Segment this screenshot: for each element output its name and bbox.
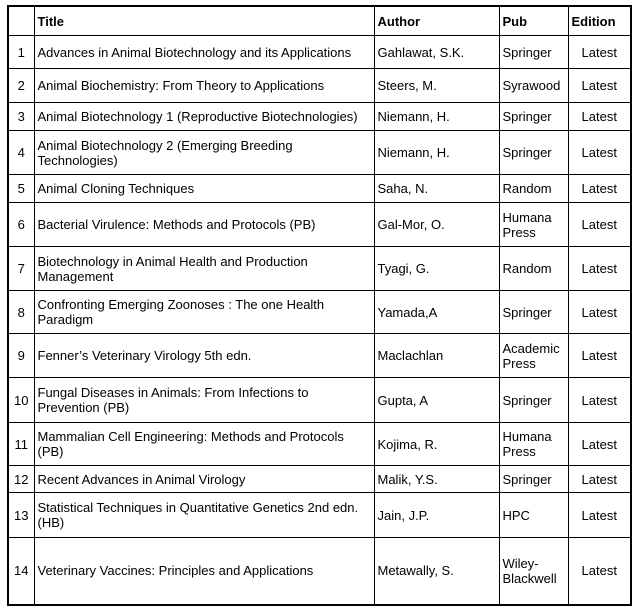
cell-pub: Humana Press (498, 422, 569, 466)
cell-pub: Wiley-Blackwell (498, 537, 569, 605)
cell-num: 9 (7, 333, 35, 378)
cell-author: Jain, J.P. (373, 492, 500, 538)
cell-title: Recent Advances in Animal Virology (33, 465, 375, 493)
cell-num: 5 (7, 174, 35, 203)
table-row: 6 Bacterial Virulence: Methods and Protoc… (7, 202, 632, 247)
cell-author: Kojima, R. (373, 422, 500, 466)
header-cell-author: Author (373, 5, 500, 36)
table-row: 12 Recent Advances in Animal Virology Mali… (7, 465, 632, 493)
cell-num: 7 (7, 246, 35, 291)
cell-num: 2 (7, 68, 35, 103)
table-row: 10 Fungal Diseases in Animals: From Infec… (7, 377, 632, 423)
cell-title: Statistical Techniques in Quantitative G… (33, 492, 375, 538)
cell-edition: Latest (567, 492, 632, 538)
cell-edition: Latest (567, 202, 632, 247)
cell-title: Confronting Emerging Zoonoses : The one … (33, 290, 375, 334)
cell-pub: Academic Press (498, 333, 569, 378)
cell-pub: Springer (498, 102, 569, 131)
cell-pub: Springer (498, 130, 569, 175)
cell-num: 8 (7, 290, 35, 334)
cell-title: Animal Biotechnology 1 (Reproductive Bio… (33, 102, 375, 131)
header-cell-title: Title (33, 5, 375, 36)
cell-title: Bacterial Virulence: Methods and Protoco… (33, 202, 375, 247)
table-row: 3 Animal Biotechnology 1 (Reproductive Bi… (7, 102, 632, 131)
cell-author: Niemann, H. (373, 130, 500, 175)
cell-author: Saha, N. (373, 174, 500, 203)
cell-pub: HPC (498, 492, 569, 538)
table-row: 9 Fenner’s Veterinary Virology 5th edn. Ma… (7, 333, 632, 378)
cell-pub: Random (498, 246, 569, 291)
cell-title: Fenner’s Veterinary Virology 5th edn. (33, 333, 375, 378)
header-cell-edition: Edition (567, 5, 632, 36)
cell-num: 13 (7, 492, 35, 538)
cell-edition: Latest (567, 35, 632, 69)
table-row: 1 Advances in Animal Biotechnology and it… (7, 35, 632, 69)
cell-title: Veterinary Vaccines: Principles and Appl… (33, 537, 375, 605)
cell-edition: Latest (567, 377, 632, 423)
cell-pub: Springer (498, 290, 569, 334)
cell-author: Gahlawat, S.K. (373, 35, 500, 69)
cell-title: Advances in Animal Biotechnology and its… (33, 35, 375, 69)
cell-title: Animal Biotechnology 2 (Emerging Breedin… (33, 130, 375, 175)
table-body: 1 Advances in Animal Biotechnology and it… (7, 35, 632, 605)
cell-pub: Humana Press (498, 202, 569, 247)
table-row: 13 Statistical Techniques in Quantitative… (7, 492, 632, 538)
cell-author: Malik, Y.S. (373, 465, 500, 493)
cell-edition: Latest (567, 246, 632, 291)
cell-num: 3 (7, 102, 35, 131)
cell-pub: Syrawood (498, 68, 569, 103)
table-row: 8 Confronting Emerging Zoonoses : The one… (7, 290, 632, 334)
cell-edition: Latest (567, 422, 632, 466)
table-row: 5 Animal Cloning Techniques Saha, N. Random… (7, 174, 632, 203)
cell-num: 11 (7, 422, 35, 466)
cell-num: 14 (7, 537, 35, 605)
cell-edition: Latest (567, 174, 632, 203)
header-cell-pub: Pub (498, 5, 569, 36)
cell-edition: Latest (567, 537, 632, 605)
table-row: 11 Mammalian Cell Engineering: Methods an… (7, 422, 632, 466)
cell-num: 4 (7, 130, 35, 175)
cell-num: 1 (7, 35, 35, 69)
cell-author: Gupta, A (373, 377, 500, 423)
table-row: 4 Animal Biotechnology 2 (Emerging Breedi… (7, 130, 632, 175)
cell-edition: Latest (567, 102, 632, 131)
table-row: 14 Veterinary Vaccines: Principles and Ap… (7, 537, 632, 605)
cell-author: Tyagi, G. (373, 246, 500, 291)
cell-num: 6 (7, 202, 35, 247)
cell-num: 12 (7, 465, 35, 493)
cell-edition: Latest (567, 290, 632, 334)
table-row: 2 Animal Biochemistry: From Theory to App… (7, 68, 632, 103)
cell-pub: Springer (498, 35, 569, 69)
cell-title: Mammalian Cell Engineering: Methods and … (33, 422, 375, 466)
cell-pub: Springer (498, 377, 569, 423)
cell-author: Niemann, H. (373, 102, 500, 131)
cell-title: Fungal Diseases in Animals: From Infecti… (33, 377, 375, 423)
table-header: Title Author Pub Edition (7, 5, 632, 36)
cell-pub: Springer (498, 465, 569, 493)
cell-author: Gal-Mor, O. (373, 202, 500, 247)
cell-pub: Random (498, 174, 569, 203)
cell-edition: Latest (567, 333, 632, 378)
cell-num: 10 (7, 377, 35, 423)
cell-author: Metawally, S. (373, 537, 500, 605)
books-table: Title Author Pub Edition 1 Advances in An… (7, 5, 632, 606)
cell-title: Animal Biochemistry: From Theory to Appl… (33, 68, 375, 103)
cell-edition: Latest (567, 130, 632, 175)
cell-title: Biotechnology in Animal Health and Produ… (33, 246, 375, 291)
header-row: Title Author Pub Edition (7, 5, 632, 36)
cell-edition: Latest (567, 68, 632, 103)
cell-author: Steers, M. (373, 68, 500, 103)
header-cell-num (7, 5, 35, 36)
cell-edition: Latest (567, 465, 632, 493)
table-row: 7 Biotechnology in Animal Health and Prod… (7, 246, 632, 291)
cell-author: Yamada,A (373, 290, 500, 334)
cell-author: Maclachlan (373, 333, 500, 378)
cell-title: Animal Cloning Techniques (33, 174, 375, 203)
